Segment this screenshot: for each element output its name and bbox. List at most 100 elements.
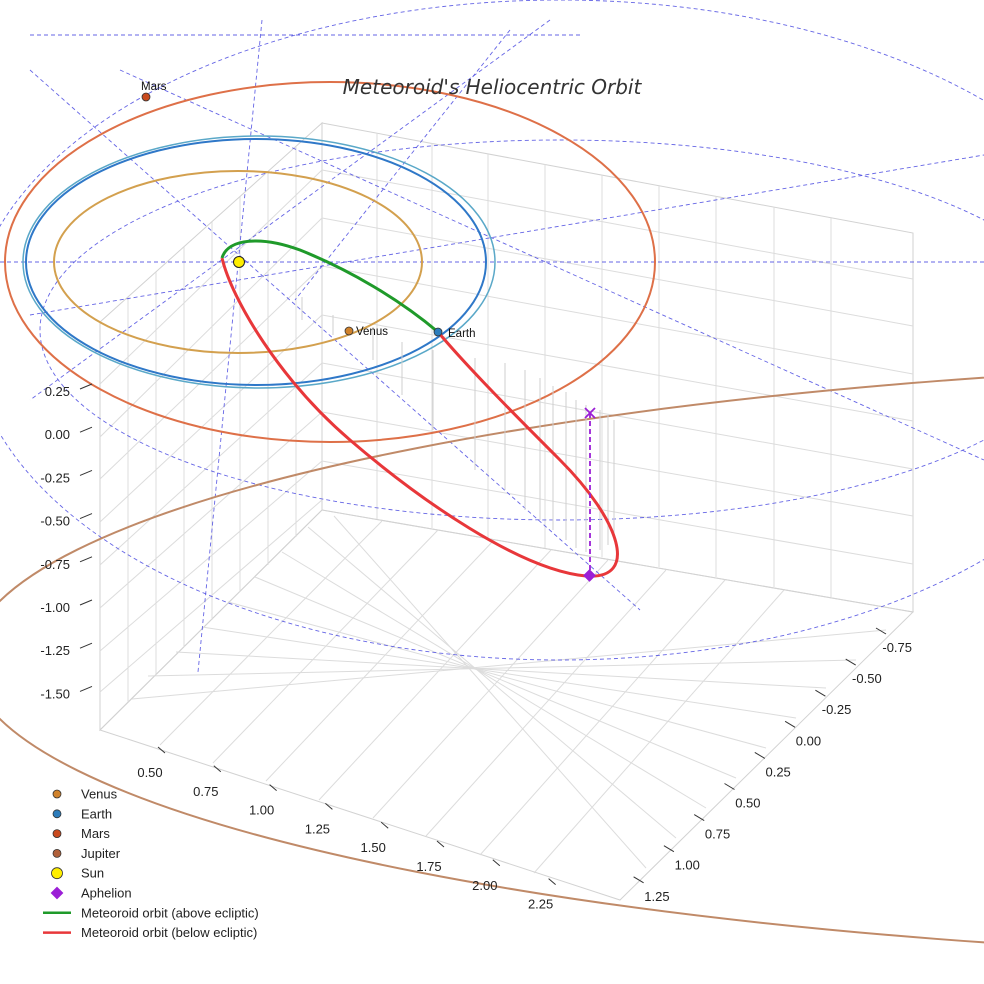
y-tick-mark: [875, 627, 887, 635]
x-tick-label: 1.75: [416, 859, 441, 874]
legend-item: Meteoroid orbit (below ecliptic): [43, 925, 257, 940]
earth-orbit-outer: [22, 135, 496, 389]
planet-orbits: [0, 81, 984, 944]
legend-marker: [52, 809, 62, 819]
legend-item: Venus: [52, 787, 118, 802]
legend-item: Earth: [52, 806, 112, 821]
legend-marker: [50, 886, 64, 900]
y-axis-ticks: -0.75 -0.50 -0.25 0.00 0.25 0.50 0.75 1.00 1.25: [633, 627, 912, 904]
z-tick-mark: [79, 513, 93, 520]
z-tick-label: -0.25: [40, 470, 70, 485]
x-tick-label: 1.25: [305, 821, 330, 836]
y-tick-label: -0.25: [822, 702, 852, 717]
legend: Venus Earth Mars Jupiter Sun Aphelion Meteoroi…: [43, 787, 259, 940]
legend-item: Aphelion: [50, 886, 132, 901]
legend-item: Sun: [51, 866, 104, 881]
x-tick-label: 2.25: [528, 897, 553, 912]
bodies: Mars Venus Earth: [141, 81, 476, 340]
y-tick-mark: [845, 658, 856, 666]
x-tick-label: 2.00: [472, 878, 497, 893]
legend-label: Venus: [81, 787, 118, 802]
venus-marker: [344, 326, 354, 336]
back-wall-verticals: [376, 133, 832, 597]
aphelion-projection-x-icon: [584, 407, 596, 419]
chart-title: Meteoroid's Heliocentric Orbit: [343, 75, 643, 99]
aphelion-diamond-icon: [583, 569, 596, 582]
legend-marker: [51, 867, 63, 880]
legend-label: Aphelion: [81, 886, 132, 901]
y-tick-mark: [784, 720, 796, 728]
z-tick-label: -1.00: [40, 600, 70, 615]
y-tick-mark: [724, 783, 735, 790]
earth-label: Earth: [448, 328, 476, 340]
grid-planes: [99, 121, 915, 901]
x-tick-mark: [213, 765, 222, 773]
legend-label: Jupiter: [81, 846, 121, 861]
x-tick-label: 1.50: [361, 840, 386, 855]
x-tick-label: 0.75: [193, 784, 218, 799]
orbit-below-ecliptic: [220, 257, 619, 578]
mars-label: Mars: [141, 81, 167, 93]
sun-marker: [233, 256, 245, 268]
z-tick-label: -1.25: [40, 643, 70, 658]
y-tick-mark: [754, 751, 766, 759]
y-tick-label: -0.75: [882, 640, 912, 655]
x-axis-ticks: 0.50 0.75 1.00 1.25 1.50 1.75 2.00 2.25: [137, 746, 556, 912]
back-wall-horizontals: [321, 169, 914, 565]
legend-item: Mars: [52, 826, 110, 841]
legend-marker: [52, 789, 62, 799]
z-tick-label: 0.25: [45, 384, 70, 399]
z-tick-label: -1.50: [40, 686, 70, 701]
floor-lines: [131, 515, 887, 874]
left-wall-lines: [99, 147, 323, 702]
x-tick-label: 0.50: [137, 765, 162, 780]
y-tick-label: 1.25: [644, 889, 669, 904]
y-tick-mark: [633, 876, 644, 884]
mars-orbit: [4, 81, 656, 443]
earth-orbit-inner: [25, 138, 487, 386]
reference-lines: [0, 0, 984, 673]
x-tick-label: 1.00: [249, 803, 274, 818]
x-tick-mark: [492, 859, 501, 867]
y-tick-mark: [693, 814, 705, 822]
z-tick-mark: [79, 383, 93, 390]
left-wall: [99, 121, 323, 732]
legend-label: Meteoroid orbit (below ecliptic): [81, 925, 257, 940]
legend-label: Sun: [81, 866, 104, 881]
z-tick-mark: [79, 642, 93, 649]
y-tick-mark: [663, 845, 675, 853]
y-tick-label: 0.00: [796, 733, 821, 748]
legend-label: Meteoroid orbit (above ecliptic): [81, 905, 259, 920]
legend-label: Earth: [81, 806, 112, 821]
x-tick-mark: [436, 840, 445, 848]
legend-item: Meteoroid orbit (above ecliptic): [43, 905, 259, 920]
mars-marker: [141, 92, 151, 102]
x-tick-mark: [269, 784, 277, 791]
y-tick-label: 1.00: [675, 858, 700, 873]
z-tick-label: -0.50: [40, 514, 70, 529]
z-tick-label: -0.75: [40, 557, 70, 572]
legend-label: Mars: [81, 826, 110, 841]
z-axis-ticks: 0.25 0.00 -0.25 -0.50 -0.75 -1.00 -1.25 -1.50: [40, 383, 93, 701]
x-tick-mark: [325, 803, 333, 810]
z-tick-mark: [79, 556, 93, 563]
z-tick-label: 0.00: [45, 427, 70, 442]
y-tick-label: 0.50: [735, 796, 760, 811]
z-tick-mark: [79, 426, 93, 433]
meteoroid-orbit: [220, 239, 619, 578]
z-tick-mark: [79, 685, 93, 692]
y-tick-label: 0.25: [765, 764, 790, 779]
z-tick-mark: [79, 599, 93, 606]
z-tick-mark: [79, 469, 93, 476]
x-tick-mark: [380, 821, 389, 829]
y-tick-label: -0.50: [852, 671, 882, 686]
x-tick-mark: [548, 878, 556, 885]
y-tick-mark: [815, 689, 826, 697]
legend-item: Jupiter: [52, 846, 121, 861]
legend-marker: [52, 849, 62, 858]
earth-marker: [433, 327, 443, 337]
venus-orbit: [53, 170, 423, 354]
venus-label: Venus: [356, 326, 388, 338]
x-tick-mark: [157, 746, 166, 754]
